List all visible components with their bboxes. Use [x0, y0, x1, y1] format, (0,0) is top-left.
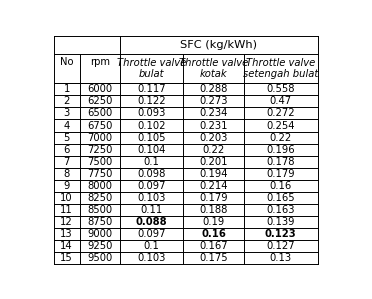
Text: 0.103: 0.103	[138, 193, 166, 203]
Text: 0.194: 0.194	[199, 169, 228, 179]
Text: 12: 12	[60, 217, 73, 227]
Text: Throttle valve
setengah bulat: Throttle valve setengah bulat	[243, 58, 318, 79]
Text: 11: 11	[60, 205, 73, 215]
Text: 0.122: 0.122	[137, 96, 166, 106]
Text: 0.201: 0.201	[199, 157, 228, 167]
Text: Throttle valve
bulat: Throttle valve bulat	[117, 58, 186, 79]
Text: 0.167: 0.167	[199, 241, 228, 251]
Text: 8000: 8000	[87, 181, 112, 191]
Text: 2: 2	[64, 96, 70, 106]
Text: 0.165: 0.165	[266, 193, 295, 203]
Text: 15: 15	[60, 253, 73, 263]
Text: 0.175: 0.175	[199, 253, 228, 263]
Text: 1: 1	[64, 84, 70, 94]
Text: 0.179: 0.179	[266, 169, 295, 179]
Text: 3: 3	[64, 109, 70, 118]
Text: 6500: 6500	[87, 109, 112, 118]
Text: SFC (kg/kWh): SFC (kg/kWh)	[180, 40, 257, 50]
Text: 7: 7	[64, 157, 70, 167]
Text: 0.163: 0.163	[266, 205, 295, 215]
Text: 0.22: 0.22	[270, 132, 292, 143]
Text: 0.117: 0.117	[137, 84, 166, 94]
Text: 4: 4	[64, 120, 70, 131]
Text: 0.196: 0.196	[266, 145, 295, 155]
Text: 0.47: 0.47	[270, 96, 292, 106]
Text: 0.234: 0.234	[199, 109, 228, 118]
Text: 7250: 7250	[87, 145, 112, 155]
Text: 0.231: 0.231	[199, 120, 228, 131]
Text: rpm: rpm	[90, 57, 110, 67]
Text: 6750: 6750	[87, 120, 112, 131]
Text: 0.288: 0.288	[199, 84, 228, 94]
Text: 8: 8	[64, 169, 70, 179]
Text: 8500: 8500	[87, 205, 112, 215]
Text: 0.123: 0.123	[265, 229, 296, 239]
Text: 6250: 6250	[87, 96, 112, 106]
Text: 7500: 7500	[87, 157, 112, 167]
Text: 0.097: 0.097	[138, 181, 166, 191]
Text: 0.097: 0.097	[138, 229, 166, 239]
Text: 0.139: 0.139	[266, 217, 295, 227]
Text: 8750: 8750	[87, 217, 112, 227]
Text: 0.104: 0.104	[138, 145, 166, 155]
Text: 0.254: 0.254	[266, 120, 295, 131]
Text: 0.214: 0.214	[199, 181, 228, 191]
Text: No: No	[60, 57, 73, 67]
Text: 7750: 7750	[87, 169, 112, 179]
Text: 0.178: 0.178	[266, 157, 295, 167]
Text: 0.19: 0.19	[203, 217, 225, 227]
Text: 0.203: 0.203	[199, 132, 228, 143]
Text: 0.558: 0.558	[266, 84, 295, 94]
Text: 0.1: 0.1	[144, 157, 160, 167]
Text: 0.22: 0.22	[203, 145, 225, 155]
Text: 9500: 9500	[87, 253, 112, 263]
Text: 0.1: 0.1	[144, 241, 160, 251]
Text: 0.179: 0.179	[199, 193, 228, 203]
Text: 0.103: 0.103	[138, 253, 166, 263]
Text: 5: 5	[64, 132, 70, 143]
Text: 0.272: 0.272	[266, 109, 295, 118]
Text: 6: 6	[64, 145, 70, 155]
Text: 0.102: 0.102	[138, 120, 166, 131]
Text: 0.11: 0.11	[141, 205, 163, 215]
Text: 9000: 9000	[87, 229, 112, 239]
Text: 7000: 7000	[87, 132, 112, 143]
Text: 0.105: 0.105	[138, 132, 166, 143]
Text: 6000: 6000	[87, 84, 112, 94]
Text: 0.13: 0.13	[270, 253, 292, 263]
Text: 13: 13	[60, 229, 73, 239]
Text: 0.088: 0.088	[136, 217, 167, 227]
Text: 9: 9	[64, 181, 70, 191]
Text: 0.16: 0.16	[201, 229, 226, 239]
Text: 0.093: 0.093	[138, 109, 166, 118]
Text: 10: 10	[60, 193, 73, 203]
Text: 8250: 8250	[87, 193, 112, 203]
Text: 9250: 9250	[87, 241, 112, 251]
Text: 0.188: 0.188	[199, 205, 228, 215]
Text: Throttle valve
kotak: Throttle valve kotak	[179, 58, 248, 79]
Text: 14: 14	[60, 241, 73, 251]
Text: 0.16: 0.16	[270, 181, 292, 191]
Text: 0.273: 0.273	[199, 96, 228, 106]
Text: 0.127: 0.127	[266, 241, 295, 251]
Text: 0.098: 0.098	[138, 169, 166, 179]
